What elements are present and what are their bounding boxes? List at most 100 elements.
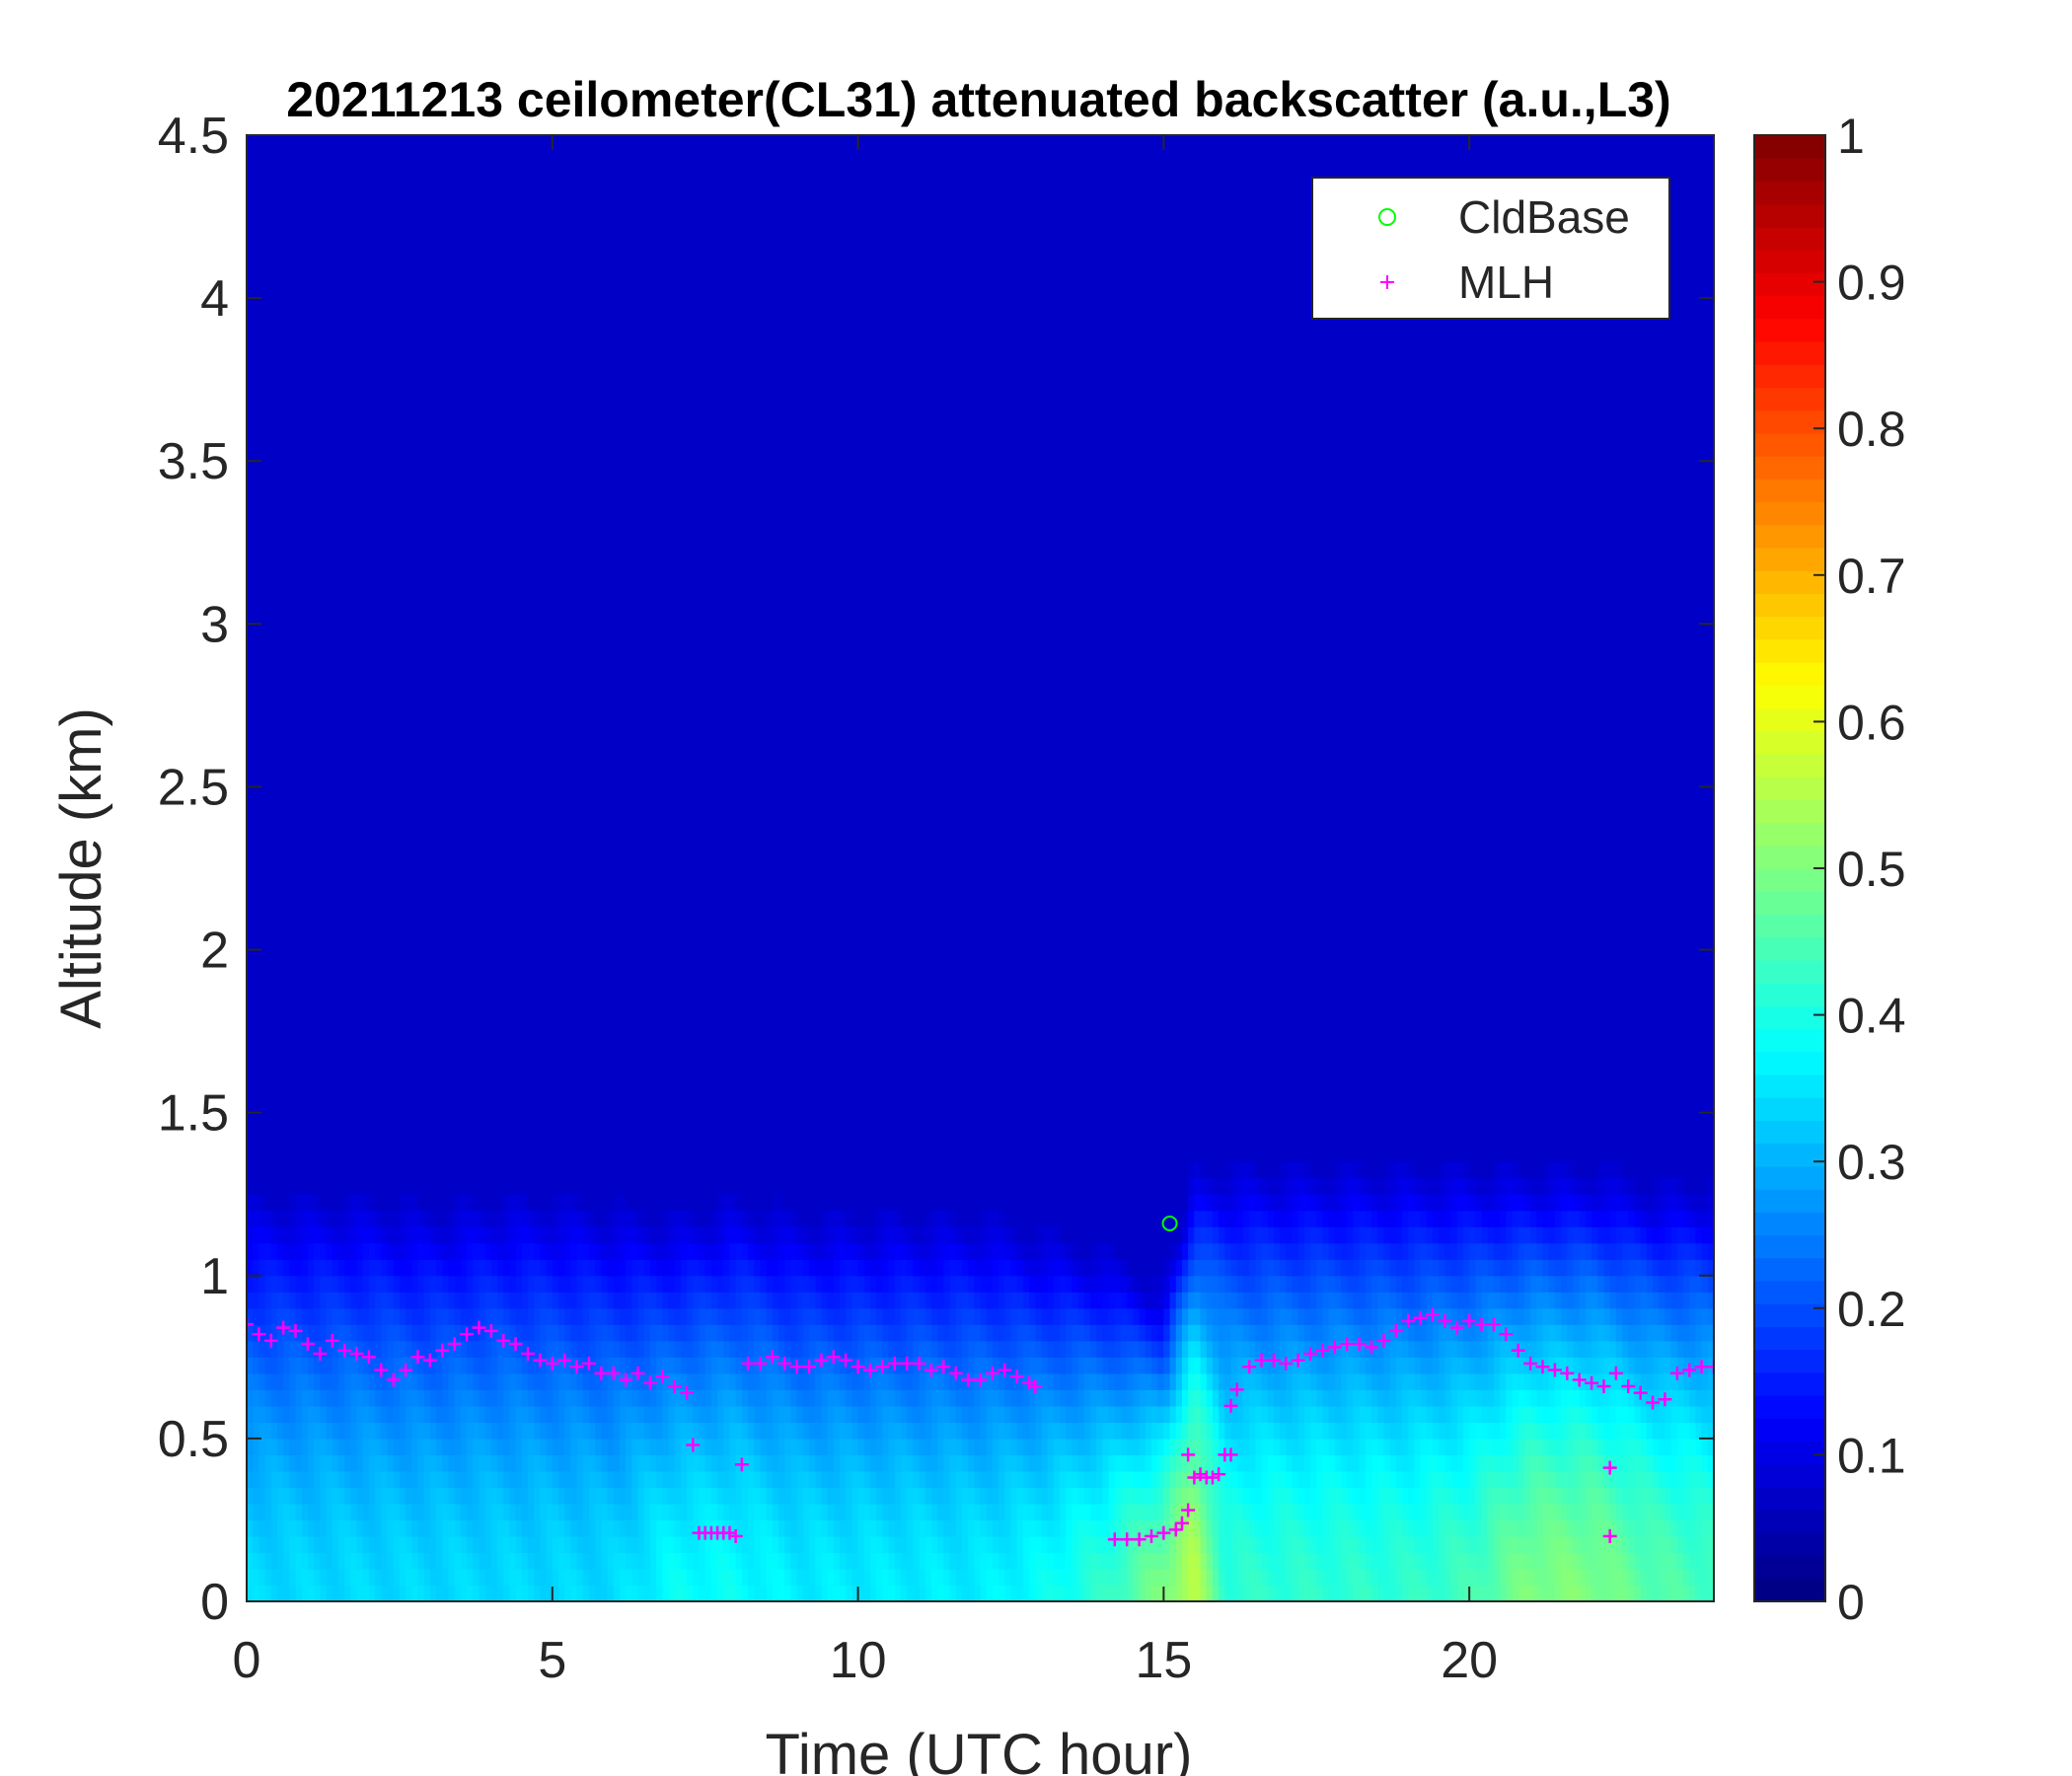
heatmap-cell [1303, 1275, 1311, 1293]
heatmap-cell [1408, 1226, 1416, 1244]
heatmap-cell [375, 1552, 382, 1570]
heatmap-cell [1035, 1552, 1043, 1570]
heatmap-cell [1181, 1389, 1189, 1407]
heatmap-cell [735, 1519, 743, 1537]
heatmap-cell [283, 1503, 290, 1521]
heatmap-cell [484, 1438, 492, 1455]
heatmap-cell [259, 1324, 266, 1342]
heatmap-cell [247, 1568, 254, 1587]
heatmap-cell [1249, 1389, 1256, 1407]
heatmap-cell [540, 1422, 548, 1440]
heatmap-cell [766, 1405, 774, 1423]
heatmap-cell [846, 1519, 852, 1537]
heatmap-cell [570, 1210, 578, 1227]
heatmap-cell [937, 1259, 944, 1277]
heatmap-cell [1035, 1307, 1043, 1325]
heatmap-cell [1230, 1259, 1238, 1277]
heatmap-cell [637, 1503, 645, 1521]
heatmap-cell [540, 1585, 548, 1601]
heatmap-cell [320, 1275, 328, 1293]
heatmap-cell [815, 1535, 823, 1554]
heatmap-cell [1487, 1324, 1495, 1342]
heatmap-cell [289, 1292, 297, 1309]
heatmap-cell [729, 1307, 737, 1325]
heatmap-cell [356, 1226, 364, 1244]
heatmap-cell [307, 1324, 315, 1342]
heatmap-cell [943, 1372, 951, 1390]
heatmap-cell [1004, 1275, 1012, 1293]
heatmap-cell [576, 1422, 584, 1440]
heatmap-cell [307, 1357, 315, 1374]
heatmap-cell [1310, 1535, 1317, 1554]
heatmap-cell [1286, 1210, 1294, 1227]
heatmap-cell [748, 1275, 755, 1293]
heatmap-cell [1194, 1357, 1202, 1374]
heatmap-cell [295, 1552, 303, 1570]
heatmap-cell [687, 1503, 694, 1521]
heatmap-cell [1389, 1585, 1397, 1601]
heatmap-cell [827, 1470, 835, 1489]
heatmap-cell [846, 1405, 852, 1423]
heatmap-cell [1249, 1292, 1256, 1309]
heatmap-cell [442, 1372, 450, 1390]
heatmap-cell [442, 1438, 450, 1455]
heatmap-cell [974, 1259, 982, 1277]
heatmap-cell [815, 1470, 823, 1489]
heatmap-cell [423, 1372, 431, 1390]
heatmap-cell [375, 1324, 382, 1342]
heatmap-cell [699, 1454, 706, 1472]
heatmap-cell [1224, 1340, 1232, 1358]
heatmap-cell [717, 1275, 724, 1293]
heatmap-cell [546, 1259, 554, 1277]
heatmap-cell [247, 1438, 254, 1455]
heatmap-cell [515, 1438, 523, 1455]
heatmap-cell [375, 1535, 382, 1554]
heatmap-cell [656, 1552, 663, 1570]
heatmap-cell [1072, 1422, 1079, 1440]
heatmap-cell [1249, 1454, 1256, 1472]
heatmap-cell [1206, 1568, 1214, 1587]
heatmap-cell [270, 1226, 278, 1244]
heatmap-cell [1219, 1487, 1225, 1505]
heatmap-cell [557, 1438, 565, 1455]
heatmap-cell [247, 1259, 254, 1277]
heatmap-cell [748, 1568, 755, 1587]
heatmap-cell [919, 1487, 926, 1505]
heatmap-cell [503, 1438, 511, 1455]
heatmap-cell [1060, 1340, 1067, 1358]
heatmap-cell [949, 1226, 957, 1244]
heatmap-cell [1414, 1242, 1422, 1260]
heatmap-cell [1261, 1552, 1269, 1570]
heatmap-cell [1200, 1422, 1208, 1440]
heatmap-cell [1481, 1422, 1489, 1440]
heatmap-cell [1286, 1226, 1294, 1244]
heatmap-cell [809, 1226, 816, 1244]
heatmap-cell [748, 1503, 755, 1521]
heatmap-cell [1175, 1389, 1183, 1407]
heatmap-cell [1353, 1292, 1361, 1309]
heatmap-cell [448, 1242, 456, 1260]
heatmap-cell [1133, 1372, 1141, 1390]
heatmap-cell [974, 1405, 982, 1423]
heatmap-cell [601, 1292, 609, 1309]
heatmap-cell [637, 1242, 645, 1260]
heatmap-cell [576, 1405, 584, 1423]
heatmap-cell [1108, 1454, 1116, 1472]
heatmap-cell [809, 1340, 816, 1358]
heatmap-cell [1121, 1568, 1128, 1587]
heatmap-cell [919, 1422, 926, 1440]
heatmap-cell [1163, 1307, 1171, 1325]
heatmap-cell [1347, 1422, 1355, 1440]
heatmap-cell [1053, 1535, 1061, 1554]
heatmap-cell [479, 1292, 486, 1309]
heatmap-cell [643, 1357, 651, 1374]
heatmap-cell [381, 1487, 389, 1505]
heatmap-cell [735, 1535, 743, 1554]
heatmap-cell [1029, 1438, 1036, 1455]
heatmap-cell [588, 1438, 596, 1455]
heatmap-cell [1212, 1275, 1220, 1293]
heatmap-cell [796, 1340, 804, 1358]
heatmap-cell [552, 1210, 559, 1227]
heatmap-cell [479, 1519, 486, 1537]
heatmap-cell [693, 1438, 701, 1455]
